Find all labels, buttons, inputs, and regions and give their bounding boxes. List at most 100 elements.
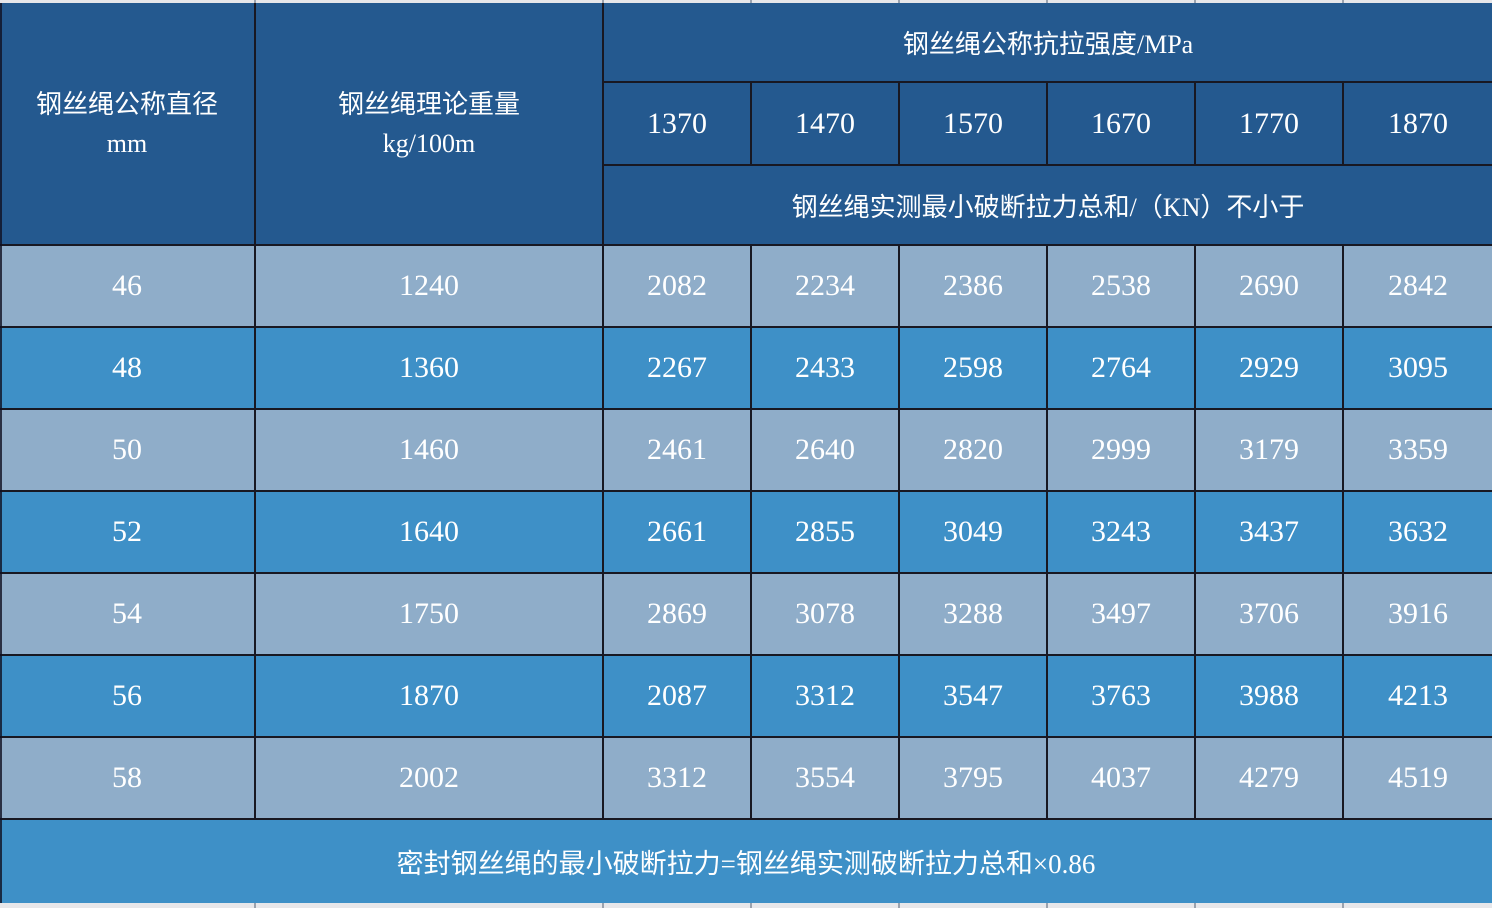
grid-tick — [1046, 903, 1048, 908]
cell-diameter: 46 — [0, 244, 256, 328]
strength-grade-1370: 1370 — [602, 81, 752, 166]
header-row-3: 钢丝绳实测最小破断拉力总和/（KN）不小于 — [0, 164, 1492, 246]
cell-breaking-force: 2640 — [750, 408, 900, 492]
strength-grade-1470: 1470 — [750, 81, 900, 166]
cell-breaking-force: 3554 — [750, 736, 900, 820]
cell-diameter: 52 — [0, 490, 256, 574]
cell-breaking-force: 2598 — [898, 326, 1048, 410]
footer-note: 密封钢丝绳的最小破断拉力=钢丝绳实测破断拉力总和×0.86 — [0, 818, 1492, 904]
cell-breaking-force: 4279 — [1194, 736, 1344, 820]
cell-breaking-force: 3916 — [1341, 572, 1492, 656]
weight-label: 钢丝绳理论重量 — [337, 89, 520, 119]
cell-breaking-force: 4519 — [1341, 736, 1492, 820]
grid-tick — [1046, 0, 1048, 3]
cell-breaking-force: 3288 — [898, 572, 1048, 656]
cell-breaking-force: 2661 — [602, 490, 752, 574]
table-row-d50: 50 1460 2461 2640 2820 2999 3179 3359 — [0, 408, 1492, 492]
grid-tick — [602, 903, 604, 908]
cell-breaking-force: 3795 — [898, 736, 1048, 820]
cell-breaking-force: 2999 — [1046, 408, 1196, 492]
cell-breaking-force: 2820 — [898, 408, 1048, 492]
cell-weight: 2002 — [254, 736, 604, 820]
cell-breaking-force: 2842 — [1341, 244, 1492, 328]
cell-breaking-force: 3179 — [1194, 408, 1344, 492]
grid-tick — [254, 903, 256, 908]
cell-diameter: 56 — [0, 654, 256, 738]
table-row-d46: 46 1240 2082 2234 2386 2538 2690 2842 — [0, 244, 1492, 328]
cell-breaking-force: 3763 — [1046, 654, 1196, 738]
grid-tick — [750, 903, 752, 908]
sheet-left-edge — [0, 3, 2, 903]
sheet-top-edge — [0, 0, 1492, 3]
cell-breaking-force: 3359 — [1341, 408, 1492, 492]
cell-breaking-force: 3312 — [750, 654, 900, 738]
grid-tick — [898, 903, 900, 908]
cell-diameter: 54 — [0, 572, 256, 656]
cell-breaking-force: 2690 — [1194, 244, 1344, 328]
header-cell-diameter: 钢丝绳公称直径 mm — [0, 2, 256, 246]
cell-breaking-force: 2869 — [602, 572, 752, 656]
cell-breaking-force: 2386 — [898, 244, 1048, 328]
grid-tick — [1194, 0, 1196, 3]
table-row-d56: 56 1870 2087 3312 3547 3763 3988 4213 — [0, 654, 1492, 738]
grid-tick — [1342, 903, 1344, 908]
cell-breaking-force: 3049 — [898, 490, 1048, 574]
strength-grade-1770: 1770 — [1194, 81, 1344, 166]
cell-breaking-force: 2764 — [1046, 326, 1196, 410]
diameter-label: 钢丝绳公称直径 — [35, 89, 218, 119]
strength-grade-1570: 1570 — [898, 81, 1048, 166]
cell-breaking-force: 3243 — [1046, 490, 1196, 574]
header-cell-strength-title: 钢丝绳公称抗拉强度/MPa — [601, 2, 1492, 83]
cell-diameter: 58 — [0, 736, 256, 820]
cell-weight: 1460 — [254, 408, 604, 492]
diameter-unit: mm — [106, 128, 148, 158]
cell-diameter: 48 — [0, 326, 256, 410]
strength-grade-row: 1370 1470 1570 1670 1770 1870 — [0, 81, 1492, 166]
cell-breaking-force: 2461 — [602, 408, 752, 492]
cell-breaking-force: 3312 — [602, 736, 752, 820]
cell-weight: 1240 — [254, 244, 604, 328]
cell-breaking-force: 3988 — [1194, 654, 1344, 738]
cell-breaking-force: 2234 — [750, 244, 900, 328]
footer-row: 密封钢丝绳的最小破断拉力=钢丝绳实测破断拉力总和×0.86 — [0, 818, 1492, 904]
cell-breaking-force: 3437 — [1194, 490, 1344, 574]
cell-weight: 1870 — [254, 654, 604, 738]
table-row-d48: 48 1360 2267 2433 2598 2764 2929 3095 — [0, 326, 1492, 410]
cell-weight: 1750 — [254, 572, 604, 656]
cell-breaking-force: 2538 — [1046, 244, 1196, 328]
header-cell-weight: 钢丝绳理论重量 kg/100m — [254, 2, 604, 246]
cell-breaking-force: 3095 — [1341, 326, 1492, 410]
cell-breaking-force: 2929 — [1194, 326, 1344, 410]
grid-tick — [254, 0, 256, 3]
cell-breaking-force: 4037 — [1046, 736, 1196, 820]
cell-breaking-force: 2433 — [750, 326, 900, 410]
cell-breaking-force: 2087 — [602, 654, 752, 738]
grid-tick — [1194, 903, 1196, 908]
cell-breaking-force: 2082 — [602, 244, 752, 328]
table-row-d52: 52 1640 2661 2855 3049 3243 3437 3632 — [0, 490, 1492, 574]
cell-breaking-force: 3497 — [1046, 572, 1196, 656]
cell-breaking-force: 3632 — [1341, 490, 1492, 574]
header-row-1: 钢丝绳公称直径 mm 钢丝绳理论重量 kg/100m 钢丝绳公称抗拉强度/MPa — [0, 2, 1492, 246]
cell-weight: 1640 — [254, 490, 604, 574]
table-row-d58: 58 2002 3312 3554 3795 4037 4279 4519 — [0, 736, 1492, 820]
cell-diameter: 50 — [0, 408, 256, 492]
weight-unit: kg/100m — [382, 128, 476, 158]
table-row-d54: 54 1750 2869 3078 3288 3497 3706 3916 — [0, 572, 1492, 656]
cell-breaking-force: 3547 — [898, 654, 1048, 738]
cell-breaking-force: 2855 — [750, 490, 900, 574]
grid-tick — [1342, 0, 1344, 3]
grid-tick — [602, 0, 604, 3]
cell-weight: 1360 — [254, 326, 604, 410]
cell-breaking-force: 3706 — [1194, 572, 1344, 656]
strength-grade-1870: 1870 — [1341, 81, 1492, 166]
grid-tick — [898, 0, 900, 3]
grid-tick — [750, 0, 752, 3]
cell-breaking-force: 3078 — [750, 572, 900, 656]
header-cell-breaking-force-title: 钢丝绳实测最小破断拉力总和/（KN）不小于 — [601, 164, 1492, 246]
cell-breaking-force: 4213 — [1341, 654, 1492, 738]
sheet-bottom-edge — [0, 903, 1492, 908]
strength-grade-1670: 1670 — [1046, 81, 1196, 166]
